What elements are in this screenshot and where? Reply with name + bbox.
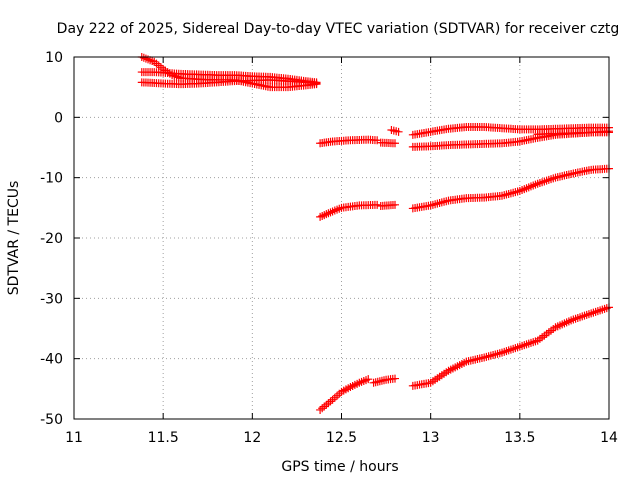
data-point bbox=[391, 200, 399, 209]
series-track-13 bbox=[316, 375, 373, 414]
y-tick-label: -50 bbox=[40, 412, 63, 428]
x-tick-label: 11.5 bbox=[148, 430, 179, 446]
y-tick-labels: -50 -40 -30 -20 -10 0 10 bbox=[40, 50, 63, 428]
series-track-5 bbox=[376, 138, 399, 148]
series-track-9 bbox=[533, 128, 613, 139]
x-tick-labels: 11 11.5 12 12.5 13 13.5 14 bbox=[65, 430, 618, 446]
y-tick-label: 10 bbox=[45, 50, 63, 66]
x-axis-label: GPS time / hours bbox=[281, 459, 398, 475]
data-point bbox=[373, 200, 382, 209]
x-tick-label: 13 bbox=[422, 430, 440, 446]
series-track-6 bbox=[387, 126, 403, 136]
data-point bbox=[391, 139, 399, 148]
data-point bbox=[324, 399, 333, 408]
y-tick-label: -30 bbox=[40, 291, 63, 307]
data-point bbox=[326, 397, 335, 406]
data-points bbox=[137, 53, 613, 414]
data-point bbox=[391, 374, 399, 383]
x-tick-label: 14 bbox=[600, 430, 618, 446]
series-track-10 bbox=[316, 200, 382, 221]
data-point bbox=[312, 79, 321, 88]
data-point bbox=[316, 405, 325, 414]
x-tick-label: 12 bbox=[243, 430, 261, 446]
series-track-11 bbox=[376, 200, 399, 211]
grid-lines bbox=[74, 57, 609, 419]
y-tick-label: -40 bbox=[40, 352, 63, 368]
data-point bbox=[364, 375, 373, 384]
y-tick-label: -10 bbox=[40, 171, 63, 187]
x-tick-label: 11 bbox=[65, 430, 83, 446]
series-track-4 bbox=[316, 135, 382, 148]
data-point bbox=[322, 400, 331, 409]
x-tick-label: 12.5 bbox=[326, 430, 357, 446]
y-tick-label: 0 bbox=[54, 110, 63, 126]
data-point bbox=[320, 402, 329, 411]
data-point bbox=[318, 404, 327, 413]
series-track-3 bbox=[137, 75, 321, 89]
x-tick-label: 13.5 bbox=[504, 430, 535, 446]
axis-ticks bbox=[73, 56, 610, 420]
series-track-15 bbox=[408, 303, 613, 390]
series-track-14 bbox=[369, 374, 399, 387]
data-point bbox=[394, 127, 403, 136]
y-tick-label: -20 bbox=[40, 231, 63, 247]
series-track-12 bbox=[408, 164, 613, 213]
chart-title: Day 222 of 2025, Sidereal Day-to-day VTE… bbox=[57, 21, 620, 37]
y-axis-label: SDTVAR / TECUs bbox=[6, 181, 22, 296]
